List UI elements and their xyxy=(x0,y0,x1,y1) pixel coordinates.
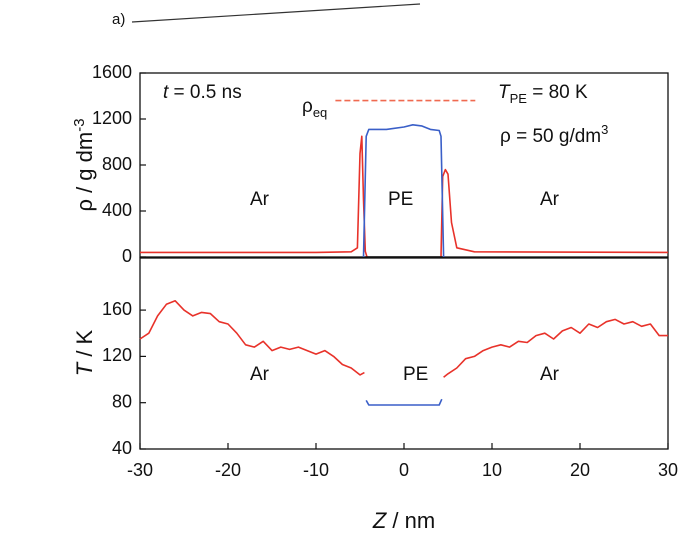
y-tick-label: 800 xyxy=(102,154,132,174)
y-axis-label: T / K xyxy=(72,329,97,376)
x-axis-label: Z / nm xyxy=(372,508,435,533)
y-tick-label: 160 xyxy=(102,299,132,319)
y-tick-label: 120 xyxy=(102,345,132,365)
x-tick-label: 0 xyxy=(399,460,409,480)
y-tick-label: 400 xyxy=(102,200,132,220)
decoration xyxy=(131,3,421,23)
x-tick-label: 20 xyxy=(570,460,590,480)
y-axis-label: ρ / g dm-3 xyxy=(71,118,97,211)
annotation: Ar xyxy=(540,189,560,210)
y-tick-label: 0 xyxy=(122,246,132,266)
y-tick-label: 1200 xyxy=(92,108,132,128)
data-line xyxy=(362,124,445,258)
annotation: ρeq xyxy=(302,96,327,120)
annotation: Ar xyxy=(540,364,560,385)
x-tick-label: 30 xyxy=(658,460,678,480)
annotation: t = 0.5 ns xyxy=(163,82,242,103)
annotation: PE xyxy=(403,364,428,385)
y-tick-label: 1600 xyxy=(92,62,132,82)
annotation: PE xyxy=(388,189,413,210)
annotation: Ar xyxy=(250,189,270,210)
panel-label: a) xyxy=(112,11,125,28)
data-line xyxy=(443,318,668,378)
x-tick-label: 10 xyxy=(482,460,502,480)
annotation: TPE = 80 K xyxy=(498,82,588,106)
y-tick-label: 80 xyxy=(112,391,132,411)
x-tick-label: -20 xyxy=(215,460,241,480)
data-line xyxy=(365,398,443,406)
x-tick-label: -10 xyxy=(303,460,329,480)
annotation: ρ = 50 g/dm3 xyxy=(500,122,608,147)
x-tick-label: -30 xyxy=(127,460,153,480)
data-line xyxy=(139,300,365,376)
y-tick-label: 40 xyxy=(112,438,132,458)
plot-frame xyxy=(139,257,669,450)
data-line xyxy=(440,168,669,258)
annotation: Ar xyxy=(250,364,270,385)
